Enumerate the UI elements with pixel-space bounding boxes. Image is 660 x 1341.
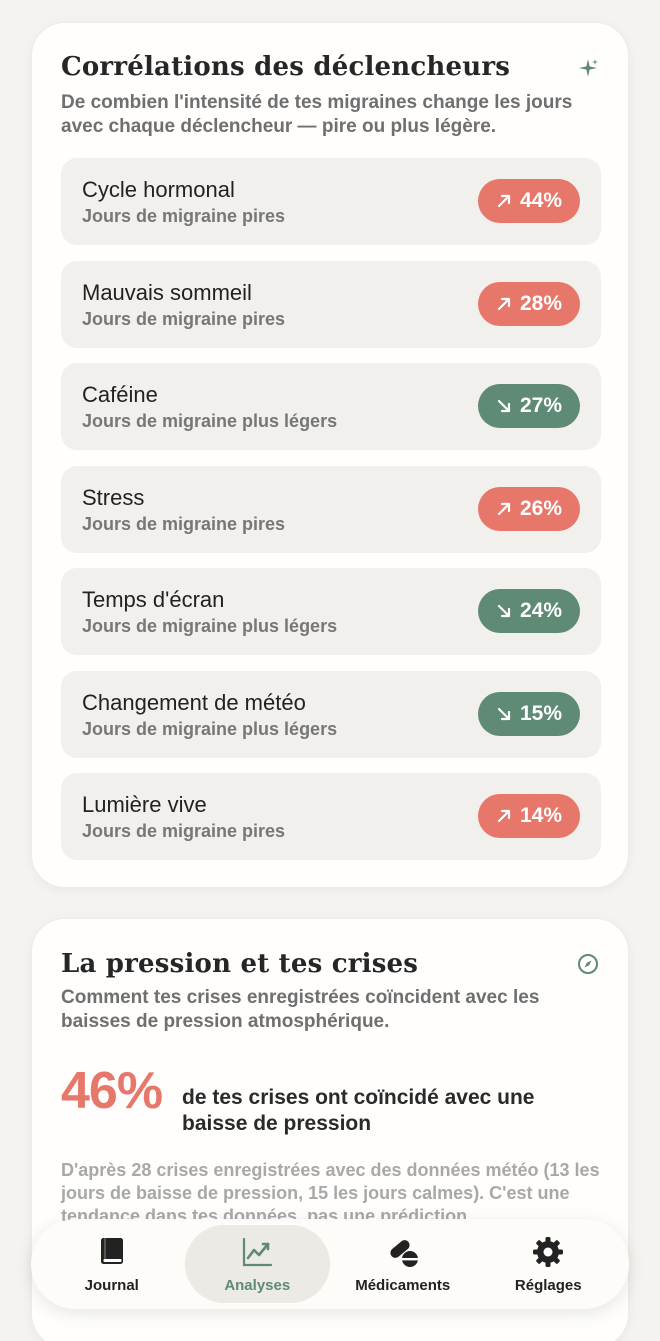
tab-label-analyses: Analyses — [224, 1276, 291, 1294]
trigger-name: Mauvais sommeil — [82, 279, 252, 305]
sparkle-icon[interactable] — [576, 57, 600, 81]
trigger-description: Jours de migraine pires — [82, 206, 286, 226]
pills-icon — [390, 1239, 418, 1267]
trigger-name: Lumière vive — [82, 792, 207, 817]
trigger-description: Jours de migraine pires — [82, 513, 286, 534]
correlation-badge: 27% — [478, 384, 580, 428]
correlation-badge: 44% — [478, 179, 580, 223]
trigger-name: Caféine — [82, 382, 158, 407]
tab-label-medicaments: Médicaments — [355, 1276, 451, 1294]
arrow-up-right-icon — [497, 194, 511, 208]
arrow-down-right-icon — [497, 604, 511, 618]
triggers-card: Corrélations des déclencheurs De combien… — [31, 22, 629, 888]
trigger-row[interactable]: Caféine Jours de migraine plus légers 27% — [61, 363, 601, 450]
correlation-value: 44% — [519, 189, 563, 212]
arrow-up-right-icon — [497, 502, 511, 515]
correlation-badge: 24% — [478, 589, 580, 633]
correlation-value: 14% — [519, 804, 563, 827]
pressure-title: La pression et tes crises — [61, 949, 419, 979]
correlation-value: 24% — [519, 599, 563, 622]
correlation-value: 28% — [519, 291, 563, 315]
correlation-value: 26% — [519, 496, 563, 520]
trigger-row[interactable]: Stress Jours de migraine pires 26% — [61, 465, 601, 553]
pressure-stat-value: 46% — [61, 1062, 163, 1120]
trigger-description: Jours de migraine pires — [82, 308, 286, 329]
compass-icon[interactable] — [576, 952, 600, 976]
trigger-row[interactable]: Mauvais sommeil Jours de migraine pires 28… — [61, 260, 601, 348]
pressure-footnote: D'après 28 crises enregistrées avec des … — [61, 1160, 600, 1226]
correlation-badge: 28% — [478, 281, 580, 326]
triggers-subtitle: De combien l'intensité de tes migraines … — [61, 92, 573, 137]
tab-analyses[interactable]: Analyses — [184, 1225, 330, 1303]
tab-reglages[interactable]: Réglages — [476, 1225, 622, 1303]
trigger-name: Changement de météo — [82, 689, 306, 715]
trigger-description: Jours de migraine pires — [82, 821, 286, 841]
pressure-stat-text: de tes crises ont coïncidé avec une bais… — [182, 1086, 535, 1135]
correlation-value: 27% — [519, 394, 563, 417]
arrow-up-right-icon — [497, 297, 511, 310]
book-icon — [100, 1237, 123, 1264]
correlation-badge: 14% — [478, 794, 580, 838]
arrow-up-right-icon — [497, 809, 511, 823]
trigger-name: Cycle hormonal — [82, 177, 235, 202]
trigger-list: Cycle hormonal Jours de migraine pires 44%… — [61, 158, 601, 876]
correlation-badge: 15% — [478, 691, 580, 736]
arrow-down-right-icon — [497, 399, 511, 413]
triggers-title: Corrélations des déclencheurs — [61, 52, 511, 82]
trigger-row[interactable]: Lumière vive Jours de migraine pires 14% — [61, 773, 601, 860]
correlation-value: 15% — [519, 701, 563, 725]
correlation-badge: 26% — [478, 486, 580, 531]
trigger-name: Temps d'écran — [82, 587, 225, 612]
tab-medicaments[interactable]: Médicaments — [330, 1225, 476, 1303]
pressure-subtitle: Comment tes crises enregistrées coïncide… — [61, 987, 540, 1032]
tab-label-reglages: Réglages — [514, 1276, 582, 1294]
chart-icon — [243, 1237, 273, 1266]
arrow-down-right-icon — [497, 707, 511, 720]
tab-bar: Journal Analyses Médicaments — [31, 1219, 629, 1309]
tab-label-journal: Journal — [84, 1276, 139, 1294]
trigger-description: Jours de migraine plus légers — [82, 616, 338, 636]
trigger-row[interactable]: Changement de météo Jours de migraine plu… — [61, 670, 601, 758]
trigger-name: Stress — [82, 484, 145, 510]
trigger-description: Jours de migraine plus légers — [82, 411, 338, 431]
tab-journal[interactable]: Journal — [39, 1225, 185, 1303]
trigger-description: Jours de migraine plus légers — [82, 718, 338, 739]
gear-icon — [533, 1236, 564, 1267]
trigger-row[interactable]: Temps d'écran Jours de migraine plus lége… — [61, 568, 601, 655]
trigger-row[interactable]: Cycle hormonal Jours de migraine pires 44% — [61, 158, 601, 245]
